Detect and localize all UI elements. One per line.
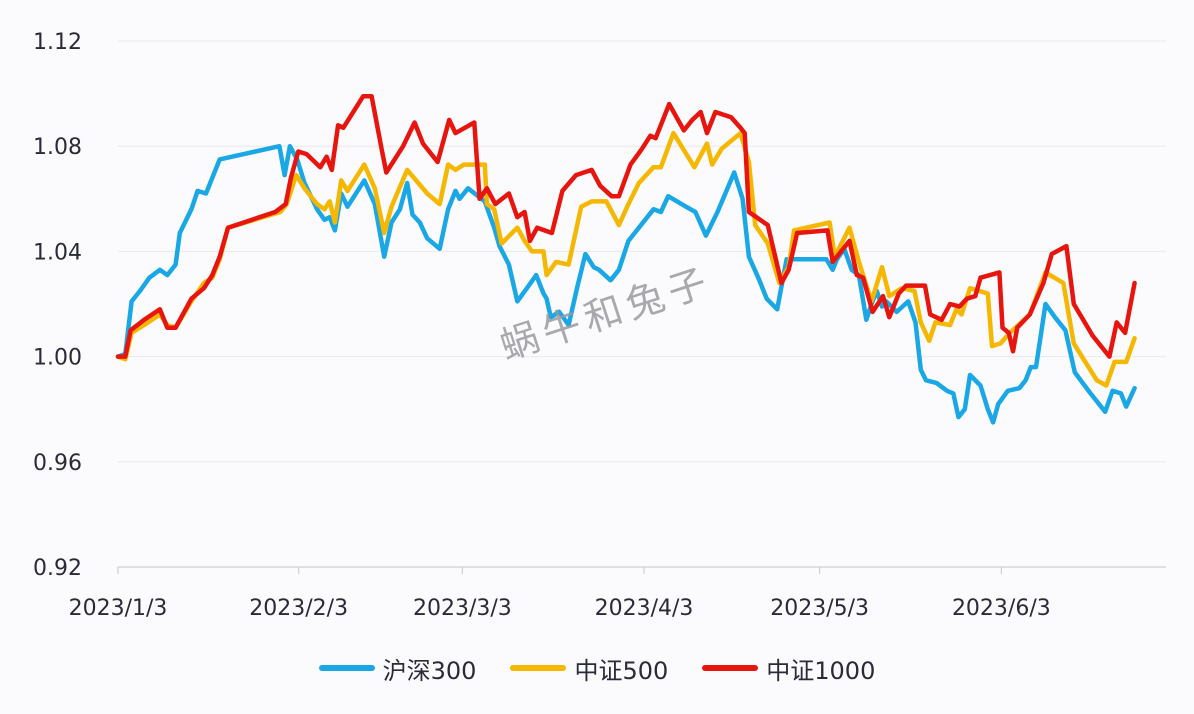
x-tick-label: 2023/6/3 [952, 596, 1051, 621]
legend-swatch-zz1000 [702, 665, 759, 671]
x-tick-label: 2023/3/3 [413, 596, 512, 621]
series-lines [115, 93, 1137, 425]
x-tick-label: 2023/4/3 [595, 596, 694, 621]
legend-item-zz500: 中证500 [510, 651, 668, 686]
legend-swatch-hs300 [318, 665, 375, 671]
x-tick-label: 2023/2/3 [249, 596, 348, 621]
y-tick-label: 1.04 [33, 240, 82, 265]
legend-label-zz1000: 中证1000 [766, 656, 876, 685]
series-line-1 [115, 130, 1137, 388]
y-tick-label: 0.96 [33, 451, 82, 476]
legend: 沪深300 中证500 中证1000 [0, 648, 1194, 688]
x-tick-label: 2023/5/3 [770, 596, 869, 621]
x-tick-label: 2023/1/3 [69, 596, 168, 621]
y-tick-label: 1.12 [33, 30, 82, 55]
gridlines [118, 40, 1166, 463]
legend-item-zz1000: 中证1000 [702, 651, 875, 686]
y-axis: 1.12 1.08 1.04 1.00 0.96 0.92 [33, 30, 82, 581]
y-tick-label: 1.00 [33, 346, 82, 371]
legend-label-zz500: 中证500 [574, 656, 669, 685]
legend-swatch-zz500 [510, 665, 567, 671]
x-axis: 2023/1/3 2023/2/3 2023/3/3 2023/4/3 2023/5/3… [69, 566, 1166, 621]
y-tick-label: 0.92 [33, 556, 82, 581]
y-tick-label: 1.08 [33, 135, 82, 160]
series-line-0 [115, 143, 1137, 425]
legend-label-hs300: 沪深300 [382, 656, 477, 685]
series-line-2 [115, 93, 1137, 359]
legend-item-hs300: 沪深300 [318, 651, 477, 686]
